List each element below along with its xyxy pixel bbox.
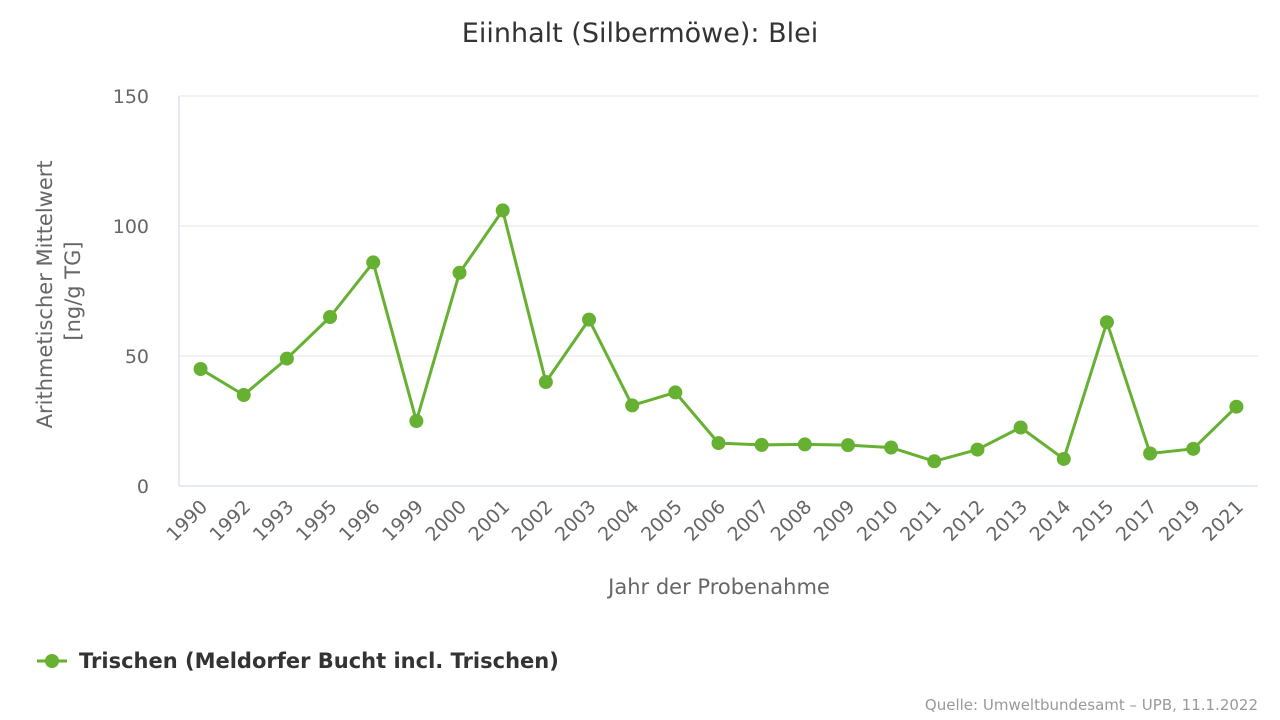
data-point[interactable] — [1186, 441, 1201, 456]
source-credit[interactable]: Quelle: Umweltbundesamt – UPB, 11.1.2022 — [925, 696, 1258, 714]
x-tick-label: 2006 — [680, 496, 730, 546]
data-point[interactable] — [279, 351, 294, 366]
x-tick-label: 2021 — [1198, 496, 1248, 546]
x-tick-label: 2013 — [982, 496, 1032, 546]
data-point[interactable] — [797, 437, 812, 452]
x-tick-label: 2009 — [810, 496, 860, 546]
data-point[interactable] — [668, 385, 683, 400]
x-tick-label: 1996 — [335, 496, 385, 546]
y-axis-label-line1: Arithmetischer Mittelwert — [33, 160, 57, 428]
x-tick-label: 2011 — [896, 496, 946, 546]
x-tick-label: 2008 — [767, 496, 817, 546]
x-tick-label: 2007 — [723, 496, 773, 546]
x-tick-label: 1993 — [249, 496, 299, 546]
data-point[interactable] — [754, 437, 769, 452]
y-axis-ticks: 0 50 100 150 — [113, 86, 149, 498]
data-point[interactable] — [711, 436, 726, 451]
y-axis-label: Arithmetischer Mittelwert [ng/g TG] — [33, 154, 85, 429]
y-tick-label: 50 — [125, 346, 149, 368]
x-tick-label: 1999 — [378, 496, 428, 546]
series-group — [193, 203, 1244, 469]
data-point[interactable] — [452, 265, 467, 280]
y-tick-label: 100 — [113, 216, 149, 238]
data-point[interactable] — [1143, 446, 1158, 461]
legend-marker-icon — [45, 654, 59, 668]
x-tick-label: 2010 — [853, 496, 903, 546]
gridlines — [179, 95, 1258, 357]
data-point[interactable] — [582, 312, 597, 327]
data-point[interactable] — [970, 442, 985, 457]
data-point[interactable] — [409, 414, 424, 428]
x-tick-label: 2019 — [1155, 496, 1205, 546]
data-point[interactable] — [840, 438, 855, 453]
data-point[interactable] — [236, 388, 251, 402]
y-tick-label: 0 — [137, 476, 149, 498]
x-tick-label: 2012 — [939, 496, 989, 546]
x-tick-label: 2015 — [1069, 496, 1119, 546]
data-point[interactable] — [884, 440, 899, 455]
data-point[interactable] — [625, 398, 640, 413]
data-point[interactable] — [1013, 420, 1028, 435]
x-tick-label: 2017 — [1112, 496, 1162, 546]
x-tick-label: 2001 — [464, 496, 514, 546]
data-point[interactable] — [1229, 399, 1244, 414]
x-tick-label: 2000 — [421, 496, 471, 546]
x-tick-label: 2014 — [1026, 496, 1076, 546]
legend-label[interactable]: Trischen (Meldorfer Bucht incl. Trischen… — [79, 649, 559, 673]
x-tick-label: 1995 — [292, 496, 342, 546]
x-tick-label: 1992 — [206, 496, 256, 546]
data-point[interactable] — [538, 375, 553, 389]
x-tick-label: 1990 — [162, 496, 212, 546]
x-tick-label: 2005 — [637, 496, 687, 546]
data-point[interactable] — [1056, 451, 1071, 466]
data-point[interactable] — [927, 454, 942, 469]
data-point[interactable] — [366, 255, 381, 270]
y-tick-label: 150 — [113, 86, 149, 108]
x-axis-ticks: 1990199219931995199619992000200120022003… — [162, 496, 1248, 546]
data-point[interactable] — [495, 203, 510, 218]
x-tick-label: 2003 — [551, 496, 601, 546]
series-line — [199, 208, 1238, 463]
x-axis-label: Jahr der Probenahme — [606, 575, 830, 599]
legend[interactable]: Trischen (Meldorfer Bucht incl. Trischen… — [37, 649, 559, 673]
x-tick-label: 2004 — [594, 496, 644, 546]
data-point[interactable] — [1099, 315, 1114, 330]
x-tick-label: 2002 — [508, 496, 558, 546]
data-point[interactable] — [323, 310, 338, 324]
data-point[interactable] — [193, 362, 208, 376]
chart-title: Eiinhalt (Silbermöwe): Blei — [462, 18, 818, 49]
y-axis-label-line2: [ng/g TG] — [61, 241, 85, 340]
